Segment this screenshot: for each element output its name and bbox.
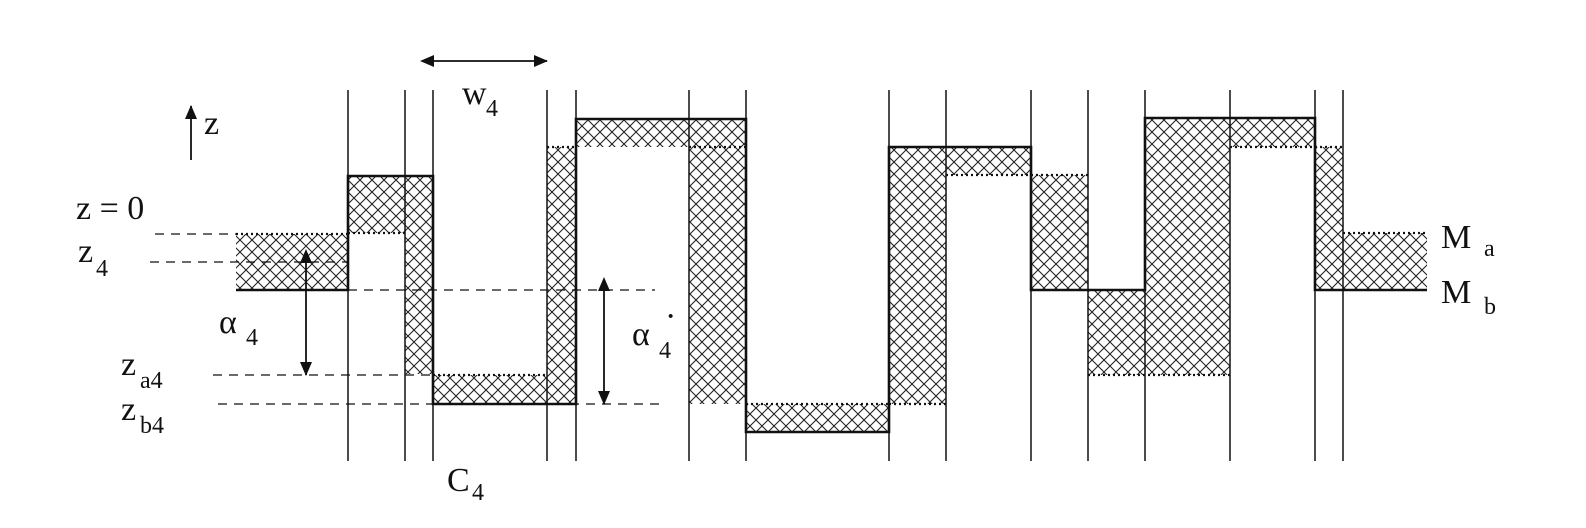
w4-subscript: 4 bbox=[486, 96, 498, 122]
za4-subscript: a4 bbox=[140, 368, 163, 394]
alpha4-label: α bbox=[219, 304, 237, 341]
c4-subscript: 4 bbox=[472, 480, 484, 506]
segment-5 bbox=[746, 404, 889, 432]
segment-10 bbox=[1145, 118, 1230, 290]
segment-6 bbox=[889, 147, 946, 404]
alpha4-prime-label: α bbox=[632, 316, 650, 353]
segment-right-edge bbox=[1343, 233, 1427, 290]
membrane-hatching bbox=[236, 118, 1427, 432]
segment-1 bbox=[348, 176, 405, 233]
z4-subscript: 4 bbox=[96, 256, 108, 282]
alpha4-subscript: 4 bbox=[246, 325, 258, 351]
zb4-label: z bbox=[121, 391, 136, 428]
segment-4 bbox=[689, 147, 746, 404]
alpha4-prime-dot: · bbox=[665, 298, 676, 335]
c4-label: C bbox=[447, 462, 470, 499]
segment-12 bbox=[1315, 147, 1343, 290]
segment-3 bbox=[576, 119, 746, 147]
segment-11 bbox=[1230, 118, 1315, 147]
za4-label: z bbox=[121, 346, 136, 383]
z-zero-label: z = 0 bbox=[76, 190, 144, 227]
segment-7 bbox=[946, 147, 1031, 175]
z-axis-label: z bbox=[204, 105, 219, 142]
alpha4-prime-subscript: 4 bbox=[659, 338, 671, 364]
segment-8 bbox=[1031, 175, 1088, 290]
w4-label: w bbox=[462, 75, 487, 112]
segment-9 bbox=[1088, 290, 1230, 375]
segment-2 bbox=[547, 147, 576, 404]
mb-subscript: b bbox=[1484, 294, 1496, 320]
z4-label: z bbox=[78, 233, 93, 270]
mb-label: M bbox=[1441, 274, 1471, 311]
segment-c4 bbox=[433, 375, 547, 404]
zb4-subscript: b4 bbox=[140, 413, 164, 439]
ma-label: M bbox=[1441, 219, 1471, 256]
segment-1b bbox=[405, 176, 433, 374]
ma-subscript: a bbox=[1484, 236, 1495, 262]
